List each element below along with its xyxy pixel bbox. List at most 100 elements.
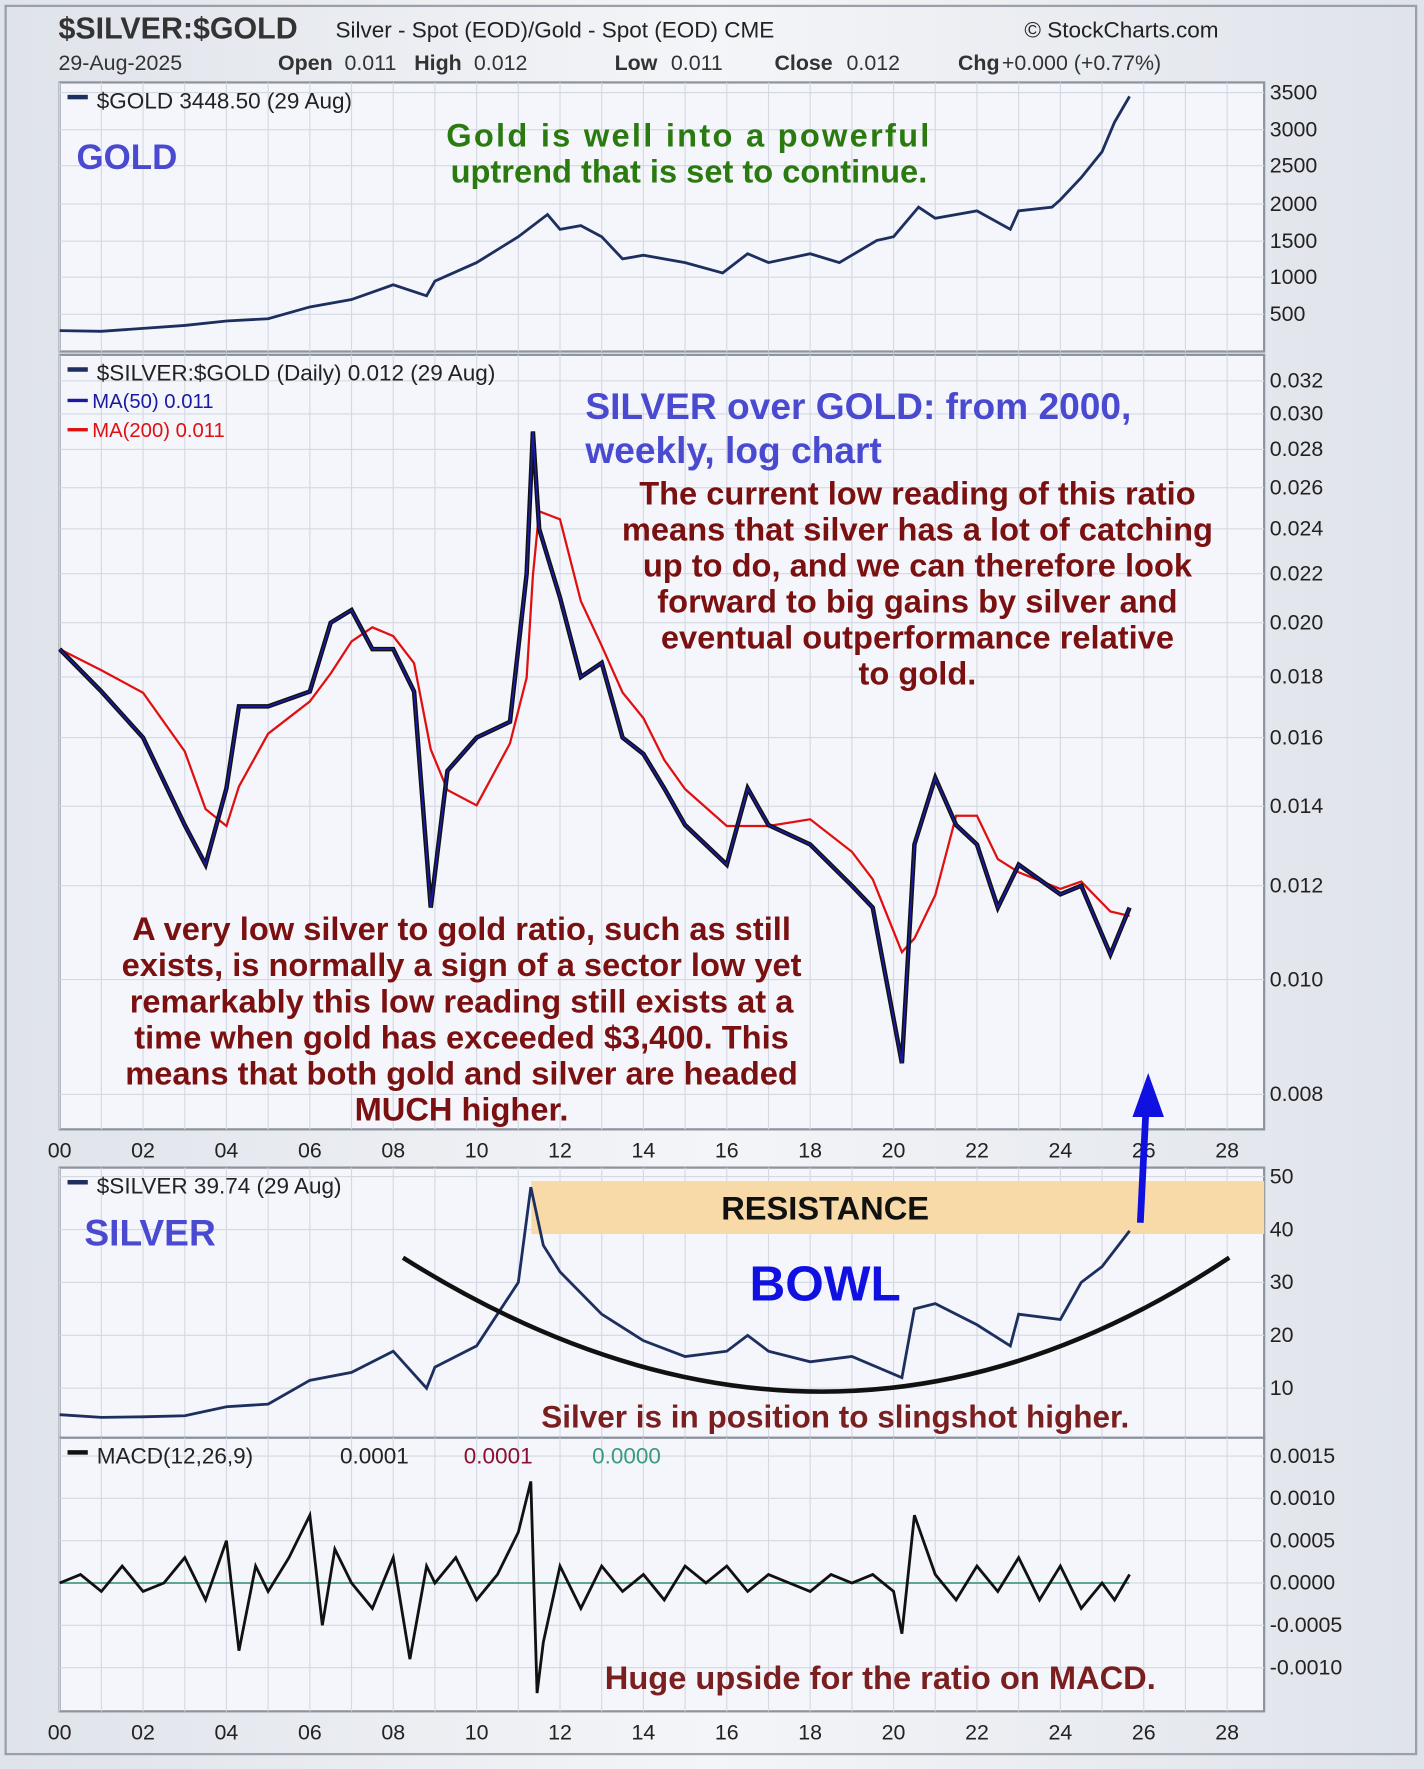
open-label: Open: [278, 51, 333, 75]
y-tick-label: 0.020: [1270, 610, 1324, 634]
x-tick-label: 14: [632, 1138, 656, 1162]
y-tick-label: 0.018: [1270, 665, 1324, 689]
y-tick-label: 10: [1270, 1376, 1294, 1400]
ma50-legend: MA(50) 0.011: [92, 391, 213, 413]
x-tick-label: 26: [1132, 1720, 1156, 1744]
x-tick-label: 14: [632, 1720, 656, 1744]
x-tick-label: 16: [715, 1720, 739, 1744]
ratio-annotation-left: A very low silver to gold ratio, such as…: [122, 910, 802, 1127]
ma50-line: [59, 431, 1131, 1064]
chg-label: Chg: [958, 51, 1000, 75]
up-arrow-icon: [1132, 1073, 1164, 1117]
annotation-line: forward to big gains by silver and: [657, 583, 1177, 620]
gold-annotation-1: Gold is well into a powerful: [446, 117, 931, 154]
macd-value: 0.0001: [340, 1444, 409, 1469]
y-tick-label: 2500: [1270, 154, 1318, 178]
y-tick-label: 0.0010: [1270, 1486, 1335, 1510]
x-tick-label: 18: [798, 1720, 822, 1744]
x-tick-label: 04: [215, 1138, 239, 1162]
y-tick-label: 2000: [1270, 192, 1318, 216]
x-tick-label: 20: [882, 1720, 906, 1744]
y-tick-label: 0.016: [1270, 725, 1324, 749]
y-tick-label: 0.014: [1270, 794, 1324, 818]
x-tick-label: 10: [465, 1138, 489, 1162]
ma200-legend: MA(200) 0.011: [92, 420, 224, 442]
y-tick-label: 50: [1270, 1164, 1294, 1188]
y-tick-label: 0.026: [1270, 475, 1324, 499]
gold-annotation-2: uptrend that is set to continue.: [451, 153, 928, 190]
ratio-title-1: SILVER over GOLD: from 2000,: [585, 385, 1131, 427]
panel-legend: MACD(12,26,9): [97, 1444, 253, 1469]
annotation-line: remarkably this low reading still exists…: [130, 982, 794, 1019]
panel-1: [58, 353, 1266, 1131]
y-tick-label: 1500: [1270, 229, 1318, 253]
y-tick-label: 0.030: [1270, 402, 1324, 426]
ratio-annotation-right: The current low reading of this ratiomea…: [622, 475, 1213, 692]
high-label: High: [414, 51, 462, 75]
y-tick-label: -0.0010: [1270, 1655, 1343, 1679]
ma50-swatch: [67, 398, 88, 403]
y-tick-label: 0.0005: [1270, 1528, 1335, 1552]
macd-annotation: Huge upside for the ratio on MACD.: [605, 1659, 1156, 1696]
x-tick-label: 12: [548, 1720, 572, 1744]
legend-swatch: [67, 367, 88, 372]
y-tick-label: 3500: [1270, 80, 1318, 104]
x-tick-label: 06: [298, 1138, 322, 1162]
x-tick-label: 00: [48, 1720, 72, 1744]
annotation-line: eventual outperformance relative: [661, 619, 1174, 656]
y-tick-label: 3000: [1270, 117, 1318, 141]
y-tick-label: 20: [1270, 1323, 1294, 1347]
y-tick-label: 40: [1270, 1217, 1294, 1241]
panel-0: [58, 81, 1266, 353]
x-tick-label: 00: [48, 1138, 72, 1162]
up-arrow-shaft: [1136, 1108, 1150, 1223]
x-tick-label: 08: [381, 1720, 405, 1744]
x-tick-label: 04: [215, 1720, 239, 1744]
ratio-title-2: weekly, log chart: [584, 429, 881, 471]
resistance-label: RESISTANCE: [721, 1189, 929, 1226]
gold-price-line: [59, 95, 1131, 333]
low-label: Low: [615, 51, 658, 75]
annotation-line: to gold.: [859, 655, 977, 692]
x-tick-label: 28: [1215, 1720, 1239, 1744]
y-tick-label: 0.012: [1270, 873, 1324, 897]
y-tick-label: 0.0000: [1270, 1571, 1335, 1595]
y-tick-label: 0.022: [1270, 561, 1324, 585]
silver-label: SILVER: [84, 1211, 216, 1253]
x-tick-label: 10: [465, 1720, 489, 1744]
annotation-line: up to do, and we can therefore look: [643, 547, 1193, 584]
x-tick-label: 08: [381, 1138, 405, 1162]
x-tick-label: 22: [965, 1720, 989, 1744]
open-value: 0.011: [344, 51, 396, 75]
panel-legend: $GOLD 3448.50 (29 Aug): [97, 88, 352, 113]
annotation-line: MUCH higher.: [355, 1090, 569, 1127]
macd-line: [59, 1481, 1131, 1694]
low-value: 0.011: [671, 51, 723, 75]
x-tick-label: 22: [965, 1138, 989, 1162]
x-tick-label: 02: [131, 1138, 155, 1162]
legend-swatch: [67, 1450, 88, 1455]
annotation-line: exists, is normally a sign of a sector l…: [122, 946, 802, 983]
macd-hist-value: 0.0000: [592, 1444, 661, 1469]
ma200-line: [59, 509, 1130, 955]
annotation-line: means that both gold and silver are head…: [125, 1054, 798, 1091]
date: 29-Aug-2025: [59, 51, 183, 75]
symbol-title: $SILVER:$GOLD: [59, 12, 298, 46]
x-tick-label: 02: [131, 1720, 155, 1744]
symbol-description: Silver - Spot (EOD)/Gold - Spot (EOD) CM…: [335, 17, 774, 42]
brand: © StockCharts.com: [1024, 17, 1218, 42]
silver-annotation: Silver is in position to slingshot highe…: [541, 1399, 1129, 1435]
y-tick-label: -0.0005: [1270, 1613, 1342, 1637]
y-tick-label: 0.028: [1270, 437, 1324, 461]
bowl-curve: [401, 1255, 1231, 1394]
annotation-line: A very low silver to gold ratio, such as…: [132, 910, 791, 947]
y-tick-label: 500: [1270, 302, 1306, 326]
silver-price-line: [59, 1186, 1131, 1419]
panel-legend: $SILVER:$GOLD (Daily) 0.012 (29 Aug): [97, 361, 496, 386]
ma200-swatch: [67, 428, 88, 432]
y-tick-label: 0.010: [1270, 967, 1324, 991]
x-tick-label: 24: [1048, 1720, 1072, 1744]
x-tick-label: 16: [715, 1138, 739, 1162]
panel-legend: $SILVER 39.74 (29 Aug): [97, 1174, 342, 1199]
